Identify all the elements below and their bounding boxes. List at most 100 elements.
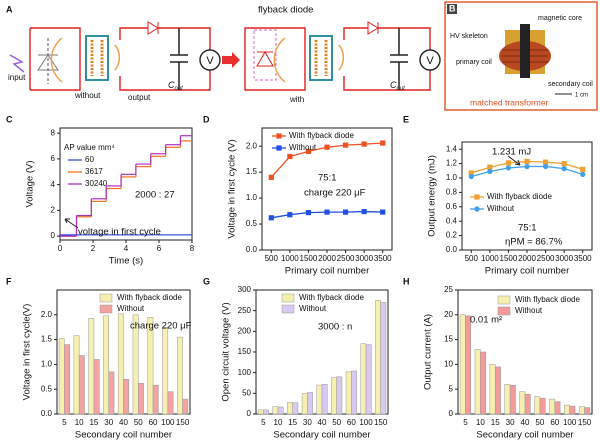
- y-tick-label: 1.2: [446, 159, 458, 168]
- marker: [324, 144, 330, 150]
- annotation-arrow: [64, 218, 79, 229]
- x-tick-label: 0: [58, 244, 63, 253]
- bar: [534, 396, 541, 415]
- label: flyback diode: [258, 5, 313, 16]
- y-axis-label: Voltage (V): [25, 161, 36, 208]
- x-tick-label: 2000: [318, 254, 336, 263]
- legend-marker: [474, 206, 480, 212]
- y-tick-label: 150: [238, 347, 252, 356]
- legend-label: Without: [289, 143, 317, 152]
- marker: [361, 208, 367, 215]
- legend-label: 60: [85, 155, 94, 164]
- bar: [584, 407, 591, 415]
- x-tick-label: 1000: [481, 254, 499, 263]
- y-tick-label: 0.4: [446, 216, 458, 225]
- legend-label: 30240: [85, 179, 108, 188]
- y-tick-label: 20: [444, 310, 453, 319]
- y-tick-label: 1.0: [246, 193, 258, 202]
- marker: [524, 163, 530, 170]
- x-axis-label: Time (s): [109, 256, 143, 267]
- current-arrow: [50, 37, 63, 83]
- legend-label: With flyback diode: [487, 192, 552, 201]
- x-tick-label: 10: [476, 418, 485, 427]
- x-tick-label: 100: [161, 418, 175, 427]
- x-tick-label: 3000: [355, 254, 373, 263]
- label: out: [175, 86, 184, 92]
- legend-swatch: [497, 306, 511, 316]
- coil: [90, 40, 104, 76]
- panel-label: A: [6, 4, 13, 14]
- marker: [268, 174, 274, 180]
- voltmeter-symbol: V: [426, 55, 434, 67]
- x-tick-label: 500: [265, 254, 279, 263]
- y-tick-label: 0.0: [41, 409, 53, 418]
- bar: [277, 406, 284, 415]
- y-tick-label: 0.0: [446, 245, 458, 254]
- x-tick-label: 60: [347, 418, 356, 427]
- bar: [564, 404, 570, 415]
- x-tick-label: 10: [75, 418, 84, 427]
- x-tick-label: 30: [303, 418, 312, 427]
- wire: [119, 27, 211, 91]
- bar: [167, 391, 174, 415]
- marker: [487, 164, 493, 170]
- highlight-box: [253, 29, 277, 81]
- y-tick-label: 10: [444, 360, 453, 369]
- y-tick-label: 1.0: [41, 360, 53, 369]
- panel-label: C: [6, 114, 13, 124]
- current-arrow: [338, 44, 345, 71]
- bar: [504, 383, 511, 415]
- annotation: 75:1: [318, 173, 337, 184]
- y-tick-label: 0: [247, 409, 252, 418]
- legend-label: With flyback diode: [289, 131, 354, 140]
- voltmeter: [199, 49, 221, 71]
- y-tick-label: 250: [238, 306, 252, 315]
- x-tick-label: 50: [134, 418, 143, 427]
- skeleton: [520, 24, 530, 78]
- annotation: voltage in first cycle: [78, 227, 161, 238]
- x-tick-label: 10: [274, 418, 283, 427]
- bar: [147, 317, 154, 415]
- bar: [509, 384, 516, 415]
- marker: [561, 161, 567, 167]
- legend-swatch: [281, 304, 295, 314]
- bar: [123, 379, 130, 415]
- panel-label: G: [203, 276, 210, 286]
- bar: [316, 384, 323, 415]
- label: output: [128, 93, 151, 102]
- y-tick-label: 0.8: [446, 188, 458, 197]
- label: out: [397, 86, 406, 92]
- panel-label: E: [403, 114, 409, 124]
- y-tick-label: 1.5: [246, 167, 258, 176]
- bar: [474, 349, 481, 415]
- label: secondary coil: [548, 81, 593, 88]
- bar: [578, 406, 585, 415]
- bar: [489, 364, 496, 415]
- bar: [103, 315, 109, 415]
- annotation: charge 220 μF: [130, 321, 192, 332]
- capacitor: [390, 28, 408, 90]
- annotation: 3000 : n: [318, 322, 352, 333]
- transformer-core: [309, 35, 333, 81]
- x-tick-label: 15: [288, 418, 297, 427]
- panel-label: F: [6, 276, 12, 286]
- input-icon: [9, 54, 25, 73]
- transformer-photo: B HV skeleton magnetic core primary coil…: [444, 1, 598, 111]
- x-tick-label: 1500: [500, 254, 518, 263]
- x-axis-label: Secondary coil number: [476, 430, 573, 441]
- legend-label: With flyback diode: [515, 295, 580, 304]
- bar: [64, 344, 70, 415]
- y-axis-label: Output energy (mJ): [427, 155, 438, 237]
- y-tick-label: 0.6: [446, 202, 458, 211]
- bar: [108, 371, 115, 415]
- x-tick-label: 100: [563, 418, 577, 427]
- bar: [554, 401, 561, 415]
- marker: [342, 209, 349, 215]
- bar: [375, 300, 381, 415]
- wire: [343, 27, 431, 91]
- x-tick-label: 5: [463, 418, 468, 427]
- caption: matched transformer: [470, 97, 549, 107]
- x-tick-label: 50: [535, 418, 544, 427]
- bar: [272, 406, 279, 415]
